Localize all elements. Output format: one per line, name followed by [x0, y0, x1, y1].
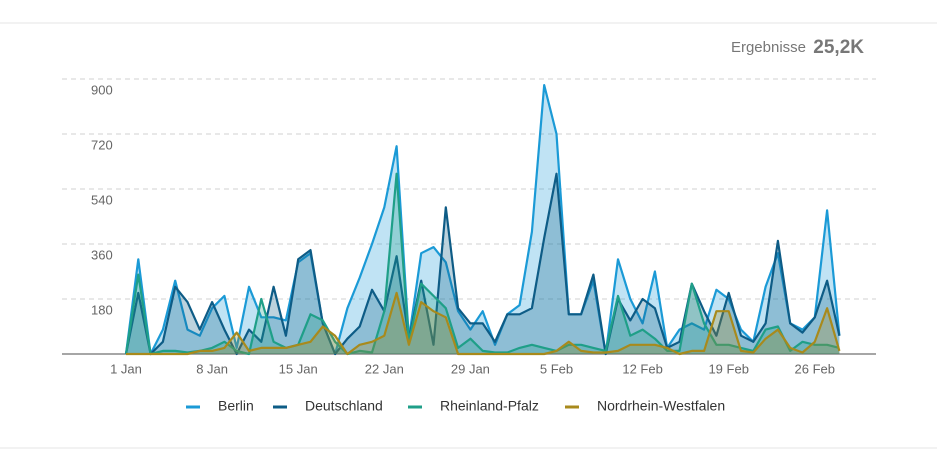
x-tick-label: 12 Feb: [622, 361, 662, 376]
legend: Berlin Deutschland Rheinland-Pfalz Nordrhei…: [186, 398, 725, 414]
legend-label: Rheinland-Pfalz: [440, 398, 539, 414]
y-tick-label: 900: [91, 82, 113, 97]
x-tick-label: 19 Feb: [708, 361, 748, 376]
x-tick-label: 15 Jan: [279, 361, 318, 376]
legend-label: Berlin: [218, 398, 254, 414]
series-area: [126, 292, 840, 354]
plot: [124, 84, 841, 356]
headline-value: 25,2K: [813, 37, 864, 58]
y-tick-label: 180: [91, 302, 113, 317]
y-tick-label: 720: [91, 137, 113, 152]
series-line: [124, 172, 841, 356]
x-tick-label: 5 Feb: [540, 361, 573, 376]
series-line: [126, 291, 841, 356]
series-line: [124, 172, 840, 356]
legend-label: Deutschland: [305, 398, 383, 414]
x-tick-label: 26 Feb: [795, 361, 835, 376]
series-area: [126, 85, 840, 354]
x-tick-label: 1 Jan: [110, 361, 142, 376]
y-tick-label: 540: [91, 192, 113, 207]
headline-label: Ergebnisse: [731, 39, 806, 56]
grid: 180 360 540 720 900 1 Jan 8 Jan 15 Jan 22 Jan 29 …: [62, 78, 876, 376]
series-area: [126, 173, 840, 354]
series-line: [124, 84, 841, 356]
y-tick-label: 360: [91, 247, 113, 262]
legend-label: Nordrhein-Westfalen: [597, 398, 725, 414]
x-tick-label: 29 Jan: [451, 361, 490, 376]
x-tick-label: 8 Jan: [196, 361, 228, 376]
x-tick-label: 22 Jan: [365, 361, 404, 376]
